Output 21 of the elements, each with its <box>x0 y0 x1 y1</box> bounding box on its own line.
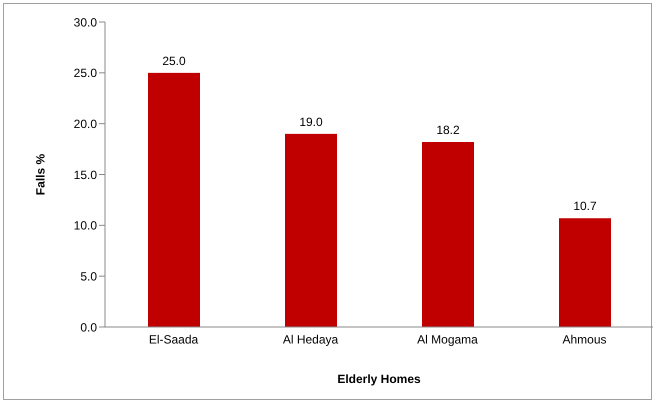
bar <box>148 72 200 327</box>
x-tick-label: Ahmous <box>562 332 607 347</box>
data-label: 25.0 <box>162 54 186 68</box>
y-axis-title: Falls % <box>33 154 48 196</box>
y-tick-label: 20.0 <box>74 116 98 131</box>
bar <box>285 134 337 327</box>
y-tick-label: 30.0 <box>74 15 98 30</box>
y-tick-label: 0.0 <box>80 320 98 334</box>
data-label: 18.2 <box>436 122 460 137</box>
bar <box>422 142 474 327</box>
data-label: 10.7 <box>573 199 597 214</box>
y-tick-label: 25.0 <box>74 66 98 80</box>
x-tick-label: Al Mogama <box>417 332 478 347</box>
y-tick-label: 5.0 <box>80 269 98 284</box>
y-tick-label: 15.0 <box>74 168 98 182</box>
x-tick-label: El-Saada <box>148 332 199 347</box>
x-tick-label: Al Hedaya <box>282 332 339 347</box>
data-label: 19.0 <box>299 114 323 129</box>
bar <box>559 218 611 327</box>
y-tick-label: 10.0 <box>74 218 98 233</box>
x-axis-title: Elderly Homes <box>337 372 422 386</box>
